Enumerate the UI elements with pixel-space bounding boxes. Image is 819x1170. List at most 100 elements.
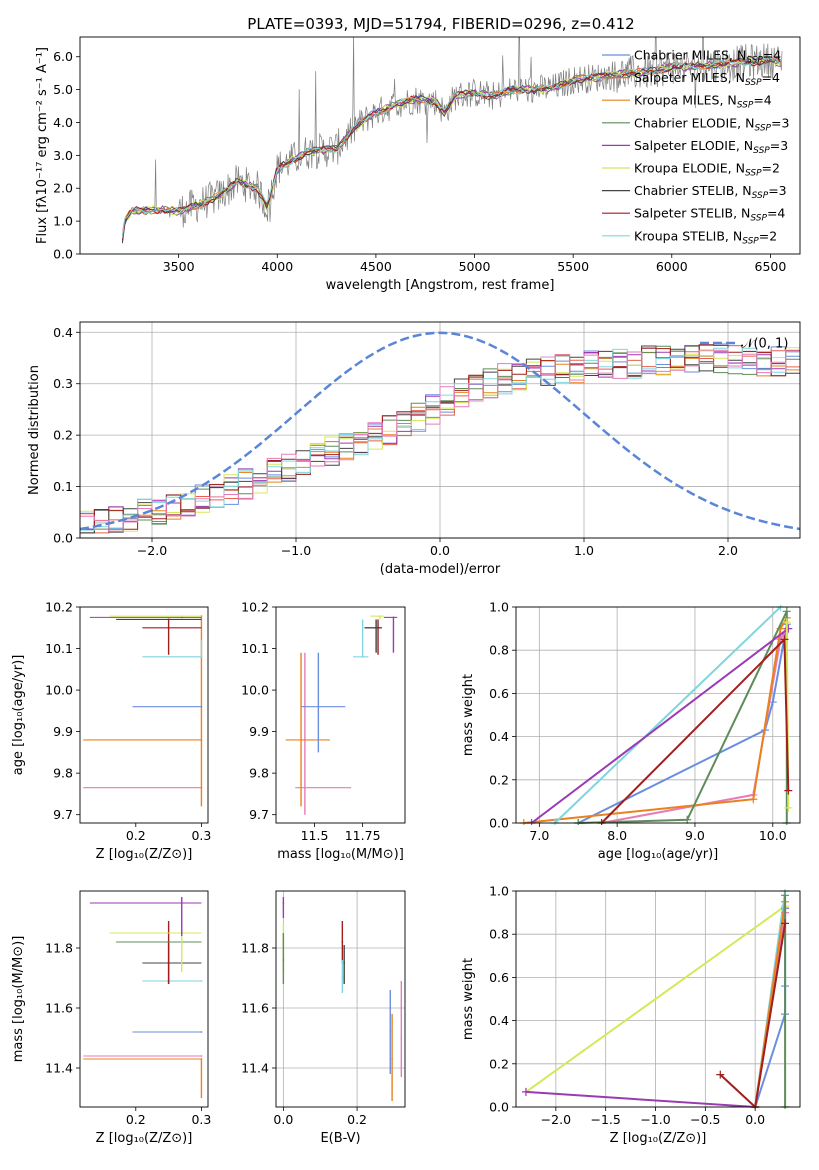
errorbar-point	[343, 945, 346, 984]
mass-vs-ebv-panel: 0.0 0.2 11.4 11.6 11.8 E(B-V)	[241, 890, 406, 1146]
errorbar-marker	[341, 941, 344, 943]
errorbar-point	[89, 897, 202, 936]
y-tick-label: 0.2	[489, 772, 509, 787]
x-tick-label: 7.0	[529, 828, 549, 843]
y-axis-label: Normed distribution	[27, 365, 42, 495]
x-tick-label: 0.3	[191, 828, 211, 843]
x-axis-label: E(B-V)	[320, 1131, 360, 1146]
mass-weight-line	[577, 624, 788, 824]
y-tick-label: 10.2	[45, 600, 73, 615]
histogram-step	[80, 349, 800, 538]
y-tick-label: 10.0	[241, 683, 269, 698]
legend-label-main: Chabrier MILES, N	[634, 48, 746, 63]
x-tick-label: −0.5	[690, 1112, 720, 1127]
errorbar-point	[89, 616, 202, 619]
y-tick-label: 0.8	[489, 643, 509, 658]
legend-label-main: Kroupa MILES, N	[634, 93, 737, 108]
errorbar-point	[83, 615, 203, 807]
errorbar-point	[132, 705, 203, 708]
errorbar-marker	[361, 655, 364, 658]
y-tick-label: 0.3	[53, 376, 73, 391]
histogram-plot-area	[80, 331, 800, 538]
errorbar-marker	[343, 962, 346, 964]
errorbar-marker	[200, 980, 203, 982]
x-tick-label: −1.0	[640, 1112, 670, 1127]
mass-weight-marker	[781, 891, 790, 900]
legend-label-main: Kroupa STELIB, N	[634, 228, 742, 243]
y-axis-label: mass [log₁₀(M/M⊙)]	[11, 936, 26, 1063]
legend-label-sub: SSP	[746, 56, 763, 66]
legend-label: Kroupa ELODIE, NSSP=2	[634, 161, 780, 179]
y-tick-label: 10.1	[45, 641, 73, 656]
mass-weight-marker	[521, 1087, 530, 1096]
errorbar-marker	[400, 1037, 403, 1039]
y-tick-label: 0.0	[489, 816, 509, 831]
errorbar-point	[400, 981, 403, 1077]
mass-vs-metallicity-panel: 0.2 0.3 11.4 11.6 11.8 Z [log₁₀(Z/Z⊙)] mass [l…	[11, 890, 211, 1146]
errorbar-point	[391, 1014, 393, 1101]
errorbar-marker	[282, 959, 285, 961]
mass-weight-line	[554, 606, 782, 824]
y-tick-label: 0.6	[489, 686, 509, 701]
errorbar-marker	[303, 786, 306, 789]
y-tick-label: 0.1	[53, 479, 73, 494]
errorbar-marker	[200, 1055, 203, 1057]
errorbar-point	[142, 980, 203, 982]
histogram-step	[80, 342, 800, 538]
y-tick-label: 10.1	[241, 641, 269, 656]
line-plot-area	[519, 605, 793, 825]
mass-weight-line	[523, 617, 788, 824]
x-tick-label: 0.0	[745, 1112, 765, 1127]
errorbar-marker	[200, 739, 203, 741]
y-tick-label: 9.9	[249, 724, 269, 739]
y-tick-label: 0.6	[489, 970, 509, 985]
errorbar-marker	[391, 1058, 393, 1060]
errorbar-point	[285, 652, 330, 807]
legend-label-sub: SSP	[752, 191, 769, 201]
normal-distribution-curve	[80, 331, 800, 531]
x-tick-label: 0.0	[273, 1112, 293, 1127]
x-tick-label: 4500	[360, 259, 392, 274]
y-axis-label: mass weight	[461, 674, 476, 756]
x-tick-label: 8.0	[607, 828, 627, 843]
y-tick-label: 0.4	[489, 729, 509, 744]
legend-label-tail: =4	[753, 93, 771, 108]
histogram-panel: −2.0 −1.0 0.0 1.0 2.0 0.0 0.1 0.2 0.3 0.4 (data-mo…	[27, 321, 801, 577]
y-axis-label: Flux [fλ10⁻¹⁷ erg cm⁻² s⁻¹ A⁻¹]	[35, 47, 50, 244]
y-tick-label: 4.0	[53, 115, 73, 130]
legend-label-tail: =2	[762, 161, 780, 176]
histogram-step	[80, 344, 800, 538]
errorbar-point	[132, 1031, 203, 1033]
errorbar-point	[353, 619, 369, 658]
errorbar-marker	[389, 1031, 392, 1033]
x-tick-label: 9.0	[685, 828, 705, 843]
errorbar-marker	[317, 705, 320, 708]
mass-weight-marker	[683, 815, 692, 824]
y-tick-label: 9.7	[249, 807, 269, 822]
errorbar-marker	[200, 655, 203, 658]
legend-label: Salpeter ELODIE, NSSP=3	[634, 138, 788, 156]
axes-frame	[79, 321, 801, 539]
legend-label: Kroupa MILES, NSSP=4	[634, 93, 772, 111]
y-tick-label: 2.0	[53, 181, 73, 196]
errorbar-point	[341, 921, 344, 963]
model-spectrum-line	[121, 56, 781, 241]
x-tick-label: 6500	[755, 259, 787, 274]
model-spectrum-line	[121, 55, 781, 238]
errorbar-point	[295, 652, 352, 815]
model-spectrum-line	[121, 56, 781, 238]
y-tick-label: 11.6	[241, 1001, 269, 1016]
legend-label-sub: SSP	[742, 236, 759, 246]
y-tick-label: 0.4	[489, 1013, 509, 1028]
legend-label: Salpeter MILES, NSSP=4	[634, 70, 780, 88]
x-axis-label: (data-model)/error	[380, 562, 501, 577]
legend-label: 𝒩(0, 1)	[741, 337, 788, 352]
errorbar-point	[116, 618, 202, 621]
y-tick-label: 11.8	[241, 941, 269, 956]
errorbar-point	[282, 897, 285, 918]
mass-weight-marker	[784, 624, 793, 633]
age-vs-metallicity-panel: 0.2 0.3 9.7 9.8 9.9 10.0 10.1 10.2 Z [log₁₀(Z/Z⊙…	[11, 600, 211, 863]
x-tick-label: −2.0	[137, 543, 167, 558]
errorbar-marker	[200, 705, 203, 708]
